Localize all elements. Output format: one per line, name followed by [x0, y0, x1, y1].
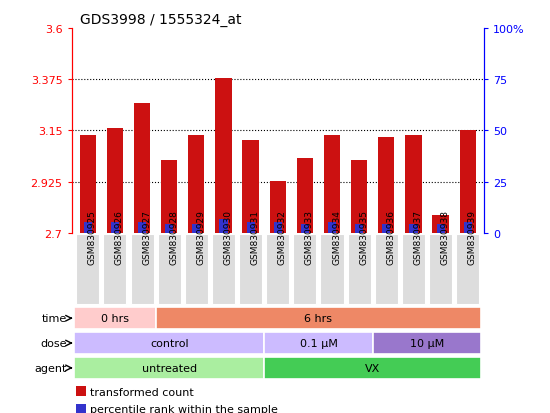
- FancyBboxPatch shape: [74, 357, 264, 379]
- Bar: [161, 161, 177, 233]
- FancyBboxPatch shape: [264, 357, 481, 379]
- Bar: [432, 215, 449, 233]
- Bar: [80, 136, 96, 233]
- FancyBboxPatch shape: [456, 235, 479, 304]
- Text: GSM830937: GSM830937: [414, 209, 422, 264]
- Bar: [460, 131, 476, 233]
- FancyBboxPatch shape: [293, 235, 316, 304]
- Bar: [351, 161, 367, 233]
- Bar: [219, 220, 228, 233]
- FancyBboxPatch shape: [264, 332, 373, 354]
- Text: VX: VX: [365, 363, 381, 373]
- Text: dose: dose: [40, 338, 67, 348]
- FancyBboxPatch shape: [76, 235, 100, 304]
- Text: 6 hrs: 6 hrs: [305, 313, 332, 323]
- Text: GSM830933: GSM830933: [305, 209, 314, 264]
- Bar: [405, 136, 422, 233]
- Bar: [138, 222, 146, 233]
- Bar: [464, 222, 472, 233]
- Text: GSM830930: GSM830930: [223, 209, 233, 264]
- FancyBboxPatch shape: [130, 235, 153, 304]
- FancyBboxPatch shape: [266, 235, 289, 304]
- Bar: [355, 224, 363, 233]
- FancyBboxPatch shape: [239, 235, 262, 304]
- Text: untreated: untreated: [142, 363, 197, 373]
- FancyBboxPatch shape: [74, 332, 264, 354]
- FancyBboxPatch shape: [185, 235, 208, 304]
- Bar: [192, 224, 200, 233]
- FancyBboxPatch shape: [321, 235, 344, 304]
- Bar: [382, 224, 390, 233]
- Bar: [301, 224, 309, 233]
- Bar: [437, 224, 444, 233]
- Bar: [270, 181, 286, 233]
- Text: agent: agent: [34, 363, 67, 373]
- FancyBboxPatch shape: [402, 235, 425, 304]
- Text: GSM830926: GSM830926: [115, 209, 124, 264]
- Bar: [76, 386, 86, 396]
- FancyBboxPatch shape: [375, 235, 398, 304]
- Bar: [216, 79, 232, 233]
- Text: GSM830928: GSM830928: [169, 209, 178, 264]
- Bar: [297, 159, 313, 233]
- FancyBboxPatch shape: [74, 308, 156, 329]
- Text: GSM830935: GSM830935: [359, 209, 368, 264]
- Text: GSM830931: GSM830931: [251, 209, 260, 264]
- FancyBboxPatch shape: [103, 235, 127, 304]
- Bar: [165, 224, 173, 233]
- Bar: [188, 136, 205, 233]
- Bar: [134, 104, 150, 233]
- FancyBboxPatch shape: [156, 308, 481, 329]
- Bar: [76, 404, 86, 413]
- Text: GSM830938: GSM830938: [441, 209, 449, 264]
- Text: GSM830939: GSM830939: [468, 209, 477, 264]
- Bar: [409, 224, 417, 233]
- Bar: [378, 138, 394, 233]
- Text: 0.1 μM: 0.1 μM: [300, 338, 337, 348]
- Bar: [107, 129, 123, 233]
- Text: transformed count: transformed count: [90, 387, 194, 397]
- Text: 0 hrs: 0 hrs: [101, 313, 129, 323]
- Text: control: control: [150, 338, 189, 348]
- Bar: [246, 222, 255, 233]
- Text: 10 μM: 10 μM: [410, 338, 444, 348]
- Bar: [111, 222, 119, 233]
- Bar: [243, 140, 258, 233]
- Bar: [324, 136, 340, 233]
- Text: GSM830934: GSM830934: [332, 209, 341, 264]
- FancyBboxPatch shape: [212, 235, 235, 304]
- FancyBboxPatch shape: [429, 235, 452, 304]
- Text: GSM830929: GSM830929: [196, 209, 205, 264]
- Text: GSM830925: GSM830925: [88, 209, 97, 264]
- Bar: [328, 222, 336, 233]
- FancyBboxPatch shape: [348, 235, 371, 304]
- Text: time: time: [41, 313, 67, 323]
- FancyBboxPatch shape: [373, 332, 481, 354]
- Text: percentile rank within the sample: percentile rank within the sample: [90, 404, 278, 413]
- Text: GSM830927: GSM830927: [142, 209, 151, 264]
- Bar: [274, 222, 282, 233]
- Text: GSM830932: GSM830932: [278, 209, 287, 264]
- Text: GDS3998 / 1555324_at: GDS3998 / 1555324_at: [80, 12, 241, 26]
- Bar: [84, 222, 92, 233]
- FancyBboxPatch shape: [158, 235, 181, 304]
- Text: GSM830936: GSM830936: [386, 209, 395, 264]
